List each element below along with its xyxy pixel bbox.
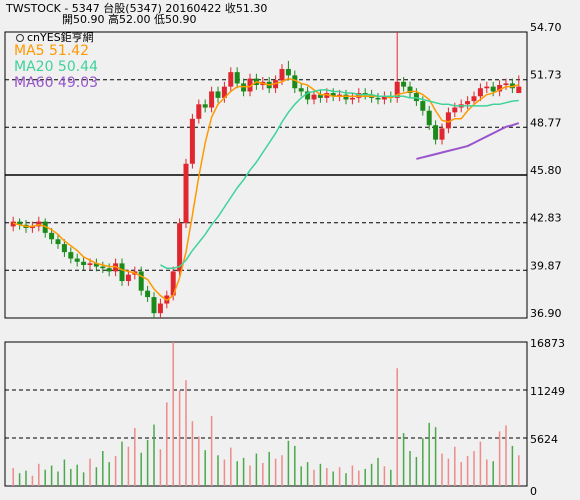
- candle-body: [81, 261, 87, 265]
- chart-title: TWSTOCK - 5347 台股(5347) 20160422 收51.30: [5, 1, 267, 15]
- candle-body: [87, 263, 93, 265]
- candle-body: [49, 232, 55, 240]
- candle-body: [170, 271, 176, 296]
- y2-tick-label: 11249: [530, 385, 565, 398]
- candle-body: [349, 97, 355, 100]
- candle-body: [503, 83, 509, 86]
- ma-line: [160, 89, 519, 269]
- candle-body: [407, 86, 413, 94]
- candle-body: [177, 223, 183, 272]
- y-tick-label: 51.73: [530, 69, 562, 82]
- candle-body: [29, 226, 35, 229]
- candle-body: [36, 221, 42, 227]
- candle-body: [337, 94, 343, 97]
- candle-body: [420, 101, 426, 111]
- candle-body: [381, 96, 387, 100]
- candle-body: [298, 88, 304, 92]
- candle-body: [465, 101, 471, 105]
- ma-line: [13, 77, 520, 302]
- y-tick-label: 54.70: [530, 21, 562, 34]
- candle-body: [151, 297, 157, 314]
- candle-body: [189, 118, 195, 164]
- candle-body: [17, 221, 23, 225]
- candle-body: [401, 81, 407, 87]
- y-tick-label: 36.90: [530, 307, 562, 320]
- candle-body: [100, 266, 106, 269]
- candle-body: [317, 94, 323, 98]
- candle-body: [292, 75, 298, 89]
- candle-body: [477, 88, 483, 97]
- candle-body: [10, 221, 16, 227]
- candle-body: [234, 72, 240, 84]
- candle-body: [221, 86, 227, 98]
- candle-body: [215, 91, 221, 98]
- candle-body: [330, 93, 336, 97]
- candle-body: [445, 112, 451, 129]
- candle-body: [138, 271, 144, 291]
- candle-body: [439, 128, 445, 140]
- y-tick-label: 42.83: [530, 212, 562, 225]
- y-tick-label: 48.77: [530, 116, 562, 129]
- legend-entry: MA5 51.42: [14, 43, 89, 59]
- candle-body: [273, 80, 279, 89]
- y2-tick-label: 16873: [530, 337, 565, 350]
- volume-panel: [4, 341, 528, 487]
- candle-body: [375, 97, 381, 100]
- chart-subtitle: 開50.90 高52.00 低50.90: [62, 12, 196, 26]
- candle-body: [209, 91, 215, 108]
- candle-body: [228, 72, 234, 87]
- candle-body: [426, 110, 432, 126]
- legend-entry: MA20 50.44: [14, 59, 98, 75]
- candle-body: [433, 125, 439, 140]
- candle-body: [202, 104, 208, 108]
- y-tick-label: 45.80: [530, 164, 562, 177]
- candle-body: [509, 83, 515, 89]
- candle-body: [413, 93, 419, 102]
- candle-body: [484, 86, 490, 89]
- candle-body: [452, 107, 458, 113]
- candle-body: [343, 94, 349, 100]
- source-icon: [16, 34, 24, 42]
- candle-body: [305, 91, 311, 100]
- candle-body: [119, 263, 125, 282]
- candle-body: [68, 252, 74, 259]
- candle-body: [362, 93, 368, 95]
- candle-body: [183, 163, 189, 224]
- candle-body: [196, 104, 202, 119]
- candle-body: [356, 93, 362, 98]
- candle-body: [394, 81, 400, 98]
- y2-tick-label: 5624: [530, 433, 558, 446]
- candle-body: [55, 239, 61, 245]
- candle-body: [247, 78, 253, 92]
- candle-body: [241, 83, 247, 92]
- y2-tick-label: 0: [530, 485, 537, 498]
- candle-body: [324, 93, 330, 98]
- candle-body: [311, 94, 317, 100]
- candle-body: [106, 268, 112, 272]
- candle-body: [145, 290, 151, 298]
- candle-body: [516, 86, 522, 94]
- candle-body: [471, 96, 477, 102]
- candle-body: [61, 244, 67, 253]
- candle-body: [157, 303, 163, 314]
- y-tick-label: 39.87: [530, 259, 562, 272]
- candle-body: [285, 68, 291, 76]
- candle-body: [74, 258, 80, 262]
- candle-body: [497, 85, 503, 92]
- candle-body: [93, 263, 99, 267]
- source: cnYES鉅亨網: [27, 30, 94, 44]
- ma-line: [416, 122, 520, 160]
- candle-body: [125, 274, 131, 282]
- candle-body: [490, 86, 496, 92]
- candle-body: [279, 68, 285, 81]
- legend-entry: MA60 49.03: [14, 75, 98, 91]
